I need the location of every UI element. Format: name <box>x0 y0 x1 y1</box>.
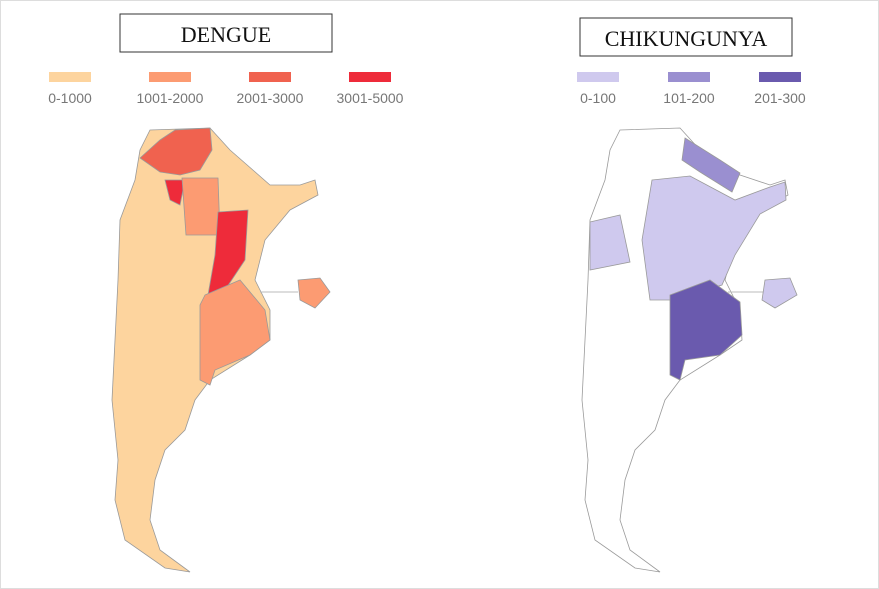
legend-label: 0-1000 <box>48 90 92 106</box>
legend-swatch <box>149 72 191 82</box>
map-title: DENGUE <box>181 22 271 47</box>
legend-label: 3001-5000 <box>337 90 404 106</box>
legend-swatch <box>349 72 391 82</box>
legend-swatch <box>49 72 91 82</box>
legend-swatch <box>759 72 801 82</box>
legend-label: 101-200 <box>663 90 715 106</box>
map <box>111 127 331 573</box>
legend-label: 0-100 <box>580 90 616 106</box>
province <box>164 179 186 206</box>
map-title: CHIKUNGUNYA <box>605 26 768 51</box>
legend-swatch <box>577 72 619 82</box>
province <box>761 277 798 309</box>
province <box>181 177 221 236</box>
province <box>681 137 741 193</box>
legend-label: 1001-2000 <box>137 90 204 106</box>
province <box>297 277 331 309</box>
legend-swatch <box>668 72 710 82</box>
map <box>581 127 798 573</box>
legend-label: 201-300 <box>754 90 806 106</box>
title-box <box>579 17 793 57</box>
province <box>669 279 743 381</box>
title-box <box>119 13 333 53</box>
province <box>641 175 787 301</box>
province <box>589 214 631 271</box>
legend-label: 2001-3000 <box>237 90 304 106</box>
province <box>139 127 213 176</box>
province <box>199 279 271 386</box>
legend-swatch <box>249 72 291 82</box>
